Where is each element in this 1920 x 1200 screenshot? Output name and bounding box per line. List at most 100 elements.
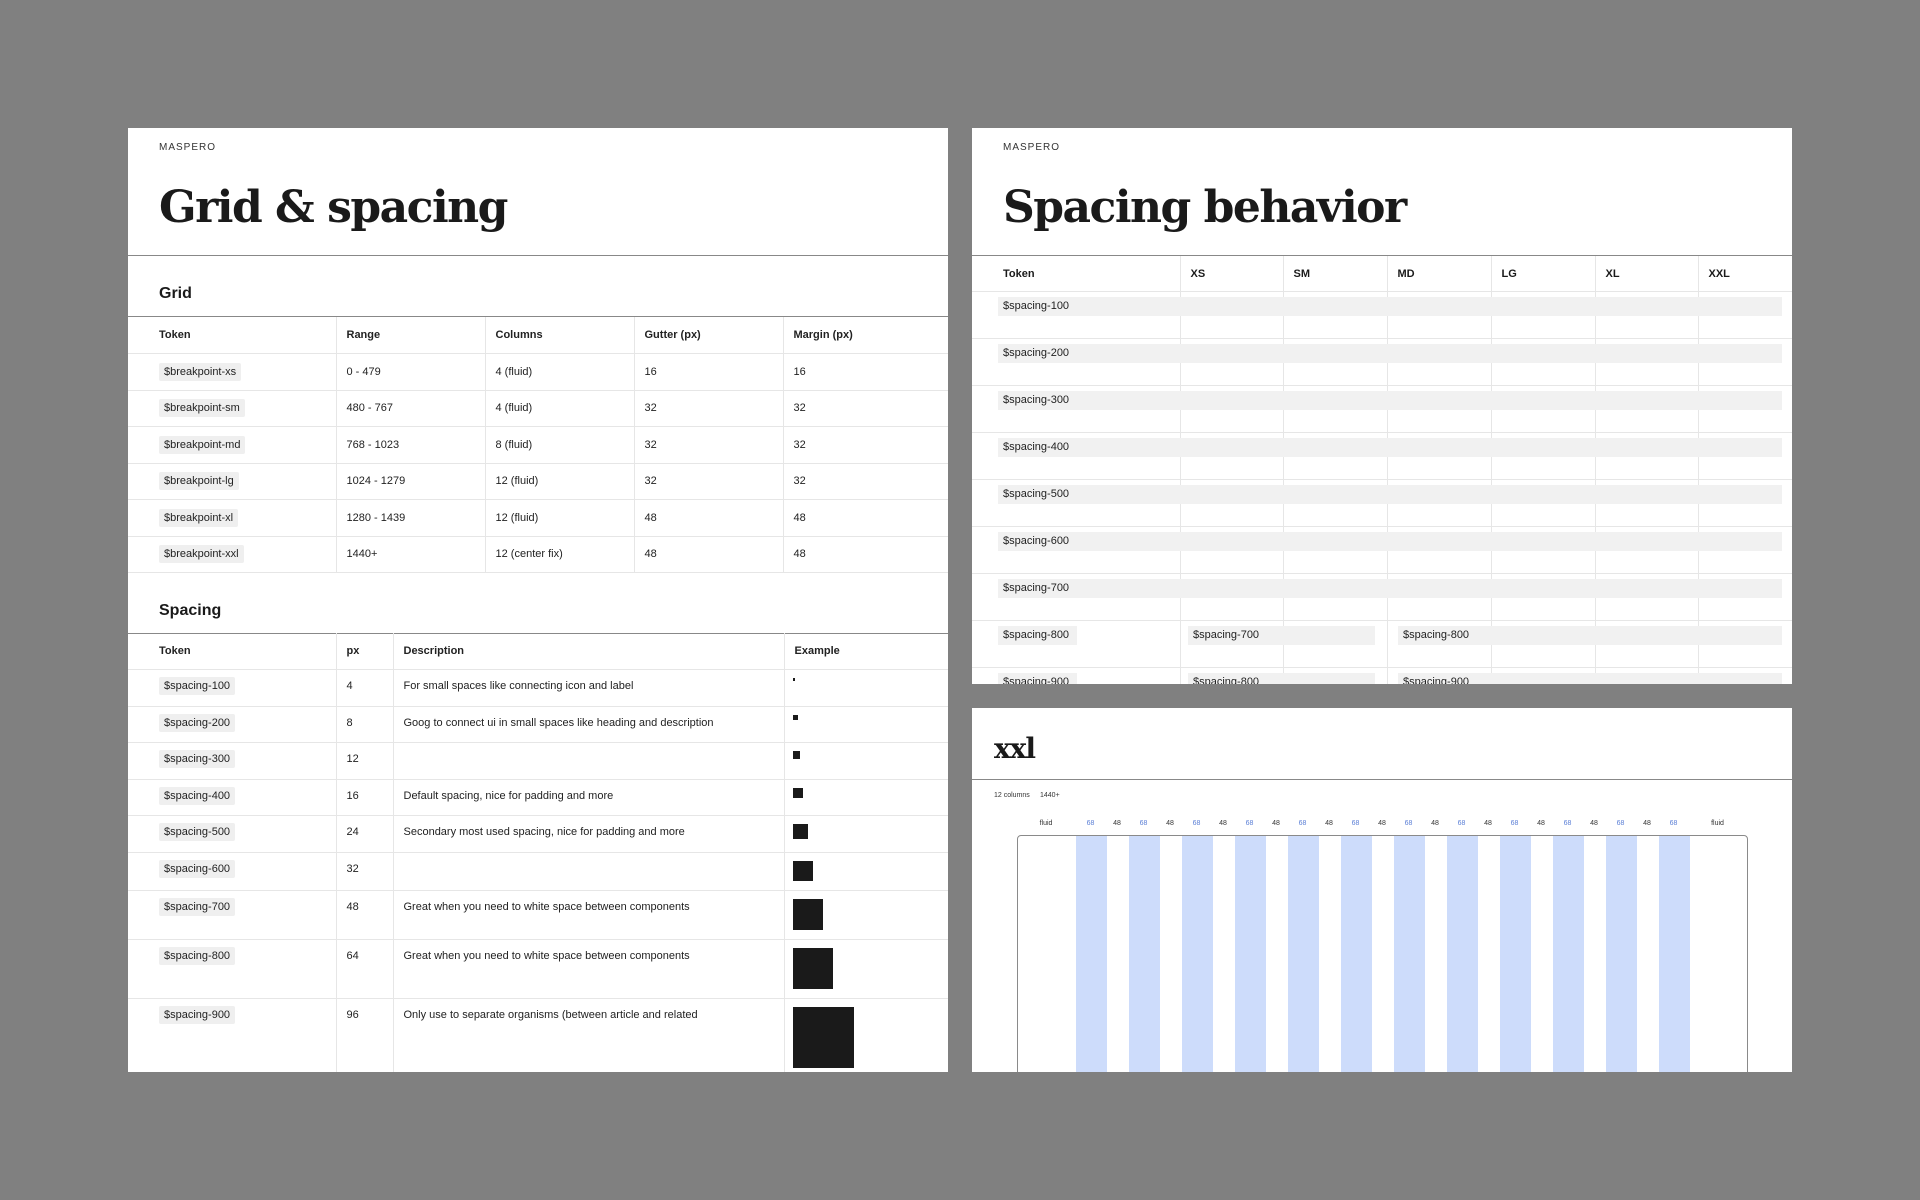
token-chip-cell: $spacing-400 <box>128 779 337 816</box>
column-header: Token <box>972 256 1181 292</box>
token-chip-cell: $spacing-500 <box>128 815 337 853</box>
xxl-grid-panel: xxl 12 columns 1440+ fluid 68 48 68 48 68 48 68… <box>972 708 1792 1072</box>
token-chip: $spacing-400 <box>159 786 236 805</box>
column-width-label: 68 <box>1669 820 1678 827</box>
range-cell: 1024 - 1279 <box>336 463 486 500</box>
behavior-cell <box>1595 479 1699 527</box>
column-width-label: 68 <box>1139 820 1148 827</box>
table-row: $spacing-800 64 Great when you need to whi… <box>128 939 948 999</box>
token-chip: $breakpoint-sm <box>159 399 245 418</box>
behavior-cell <box>972 479 1181 527</box>
spacing-behavior-header: Token XS SM MD LG XL XXL <box>972 256 1792 292</box>
behavior-cell <box>972 338 1181 386</box>
behavior-cell <box>1698 291 1792 339</box>
table-row: $breakpoint-md 768 - 1023 8 (fluid) 32 32 <box>128 426 948 464</box>
grid-column <box>1182 836 1213 1072</box>
token-chip-cell: $spacing-200 <box>128 706 337 743</box>
column-header: Gutter (px) <box>634 317 784 354</box>
behavior-cell <box>1595 667 1699 684</box>
column-width-label: 68 <box>1351 820 1360 827</box>
token-chip-cell: $spacing-800 <box>128 939 337 999</box>
column-width-label: 68 <box>1457 820 1466 827</box>
columns-cell: 12 (center fix) <box>485 536 635 573</box>
grid-column <box>1606 836 1637 1072</box>
description-cell: Great when you need to white space betwe… <box>393 890 785 940</box>
margin-cell: 48 <box>783 536 948 573</box>
columns-count-label: 12 columns <box>994 792 1030 799</box>
behavior-cell <box>1595 573 1699 621</box>
gutter-label: 48 <box>1431 820 1439 827</box>
page-title: Grid & spacing <box>159 182 508 233</box>
range-cell: 1440+ <box>336 536 486 573</box>
spacing-heading: Spacing <box>159 602 222 619</box>
behavior-cell <box>972 385 1181 433</box>
title-divider <box>972 255 1792 256</box>
grid-table: Token Range Columns Gutter (px) Margin (px) … <box>128 317 948 573</box>
column-header: XL <box>1595 256 1699 292</box>
grid-column <box>1341 836 1372 1072</box>
behavior-cell <box>1387 479 1492 527</box>
grid-table-header: Token Range Columns Gutter (px) Margin (px) <box>128 317 948 354</box>
px-cell: 4 <box>336 669 394 707</box>
gutter-label: 48 <box>1219 820 1227 827</box>
grid-heading: Grid <box>159 285 192 302</box>
behavior-cell <box>1180 338 1284 386</box>
behavior-cell <box>1491 338 1596 386</box>
behavior-cell <box>1595 338 1699 386</box>
grid-divider <box>128 316 948 317</box>
token-chip: $spacing-300 <box>159 750 236 768</box>
behavior-cell <box>1283 385 1388 433</box>
spacing-behavior-panel: MASPERO Spacing behavior Token XS SM MD LG XL… <box>972 128 1792 684</box>
table-row: $spacing-700 48 Great when you need to whi… <box>128 890 948 940</box>
behavior-cell <box>1283 479 1388 527</box>
token-chip: $spacing-800 <box>159 946 236 965</box>
behavior-cell <box>972 620 1181 668</box>
behavior-cell <box>1283 432 1388 480</box>
table-row: $breakpoint-lg 1024 - 1279 12 (fluid) 32 32 <box>128 463 948 500</box>
gutter-label: 48 <box>1325 820 1333 827</box>
example-cell <box>784 890 948 940</box>
token-chip-cell: $spacing-700 <box>128 890 337 940</box>
behavior-cell <box>1595 526 1699 574</box>
behavior-cell <box>1698 338 1792 386</box>
spacing-example-square <box>792 751 801 759</box>
behavior-cell <box>1387 338 1492 386</box>
table-row <box>972 338 1792 386</box>
table-row: $breakpoint-sm 480 - 767 4 (fluid) 32 32 <box>128 390 948 427</box>
spacing-example-square <box>792 898 824 930</box>
behavior-cell <box>1387 620 1492 668</box>
grid-column <box>1129 836 1160 1072</box>
behavior-cell <box>1387 385 1492 433</box>
spacing-example-square <box>792 947 834 989</box>
behavior-cell <box>1491 432 1596 480</box>
token-chip-cell: $breakpoint-xl <box>128 499 337 537</box>
column-header: Columns <box>485 317 635 354</box>
grid-spacing-panel: MASPERO Grid & spacing Grid Token Range Co… <box>128 128 948 1072</box>
gutter-label: 48 <box>1643 820 1651 827</box>
grid-column <box>1659 836 1690 1072</box>
table-row: $spacing-100 4 For small spaces like conne… <box>128 669 948 707</box>
table-row: $spacing-200 8 Goog to connect ui in small… <box>128 706 948 743</box>
behavior-cell <box>1180 291 1284 339</box>
px-cell: 32 <box>336 852 394 891</box>
gutter-label: 48 <box>1113 820 1121 827</box>
margin-cell: 32 <box>783 390 948 427</box>
token-chip-cell: $breakpoint-xs <box>128 353 337 391</box>
grid-column <box>1076 836 1107 1072</box>
token-chip: $breakpoint-xs <box>159 362 242 381</box>
columns-cell: 12 (fluid) <box>485 463 635 500</box>
column-header: Margin (px) <box>783 317 948 354</box>
behavior-cell <box>1180 385 1284 433</box>
token-chip: $spacing-500 <box>159 823 236 841</box>
token-chip-cell: $breakpoint-lg <box>128 463 337 500</box>
px-cell: 8 <box>336 706 394 743</box>
example-cell <box>784 852 948 891</box>
gutter-cell: 32 <box>634 426 784 464</box>
behavior-cell <box>972 667 1181 684</box>
range-cell: 0 - 479 <box>336 353 486 391</box>
token-chip: $spacing-100 <box>159 677 236 695</box>
token-chip: $breakpoint-md <box>159 435 246 454</box>
token-chip: $spacing-200 <box>159 713 236 732</box>
column-header: Range <box>336 317 486 354</box>
behavior-cell <box>1283 338 1388 386</box>
